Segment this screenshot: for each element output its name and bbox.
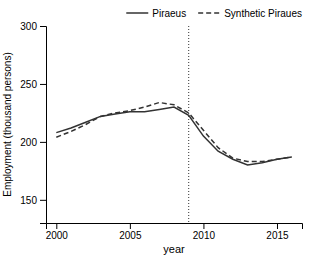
line-series — [56, 107, 291, 165]
y-tick-mark — [40, 200, 46, 201]
x-tick: 2005 — [119, 223, 142, 241]
legend: Piraeus Synthetic Piraues — [126, 8, 302, 19]
x-tick-mark — [130, 223, 131, 229]
y-axis-line — [40, 27, 47, 224]
line-series — [56, 102, 291, 161]
y-axis-title: Employment (thousand persons) — [2, 52, 13, 197]
legend-label: Piraeus — [152, 8, 186, 19]
legend-label: Synthetic Piraues — [224, 8, 302, 19]
y-tick: 150 — [20, 195, 46, 206]
marks — [56, 26, 291, 223]
x-tick-label: 2000 — [46, 230, 69, 241]
plot-area: 2000 2005 2010 2015 150 200 250 300 — [20, 21, 302, 241]
x-tick: 2000 — [46, 223, 69, 241]
x-tick: 2010 — [193, 223, 216, 241]
y-tick-mark — [40, 142, 46, 143]
x-tick-mark — [56, 223, 57, 229]
legend-swatch — [198, 12, 220, 14]
legend-swatch — [126, 12, 148, 14]
legend-item: Piraeus — [126, 8, 186, 19]
y-tick: 300 — [20, 21, 46, 32]
x-tick-label: 2005 — [119, 230, 142, 241]
y-tick-label: 200 — [20, 137, 37, 148]
legend-item: Synthetic Piraues — [198, 8, 302, 19]
chart: 2000 2005 2010 2015 150 200 250 300 year Employme… — [0, 0, 312, 257]
x-tick-label: 2015 — [266, 230, 289, 241]
y-tick-label: 250 — [20, 79, 37, 90]
x-tick-mark — [277, 223, 278, 229]
x-tick: 2015 — [266, 223, 289, 241]
vertical-line — [188, 26, 189, 223]
x-tick-mark — [203, 223, 204, 229]
y-tick-label: 150 — [20, 195, 37, 206]
y-axis: 150 200 250 300 — [20, 21, 46, 224]
y-tick: 250 — [20, 79, 46, 90]
x-tick-label: 2010 — [193, 230, 216, 241]
x-axis-title: year — [163, 243, 185, 255]
y-tick-mark — [40, 84, 46, 85]
x-axis: 2000 2005 2010 2015 — [46, 223, 303, 241]
y-tick-label: 300 — [20, 21, 37, 32]
y-tick: 200 — [20, 137, 46, 148]
x-axis-line — [47, 224, 303, 230]
y-tick-mark — [40, 26, 46, 27]
